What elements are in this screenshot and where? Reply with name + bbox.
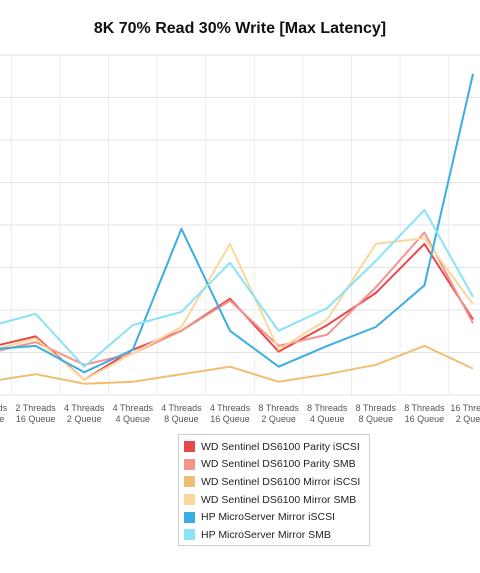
legend-item: WD Sentinel DS6100 Parity iSCSI bbox=[184, 438, 369, 456]
legend-item: WD Sentinel DS6100 Parity SMB bbox=[184, 456, 369, 474]
series-line-3 bbox=[0, 344, 474, 385]
legend: WD Sentinel DS6100 Parity iSCSI WD Sentin… bbox=[178, 434, 370, 546]
chart-title: 8K 70% Read 30% Write [Max Latency] bbox=[93, 20, 387, 37]
x-tick-label: 8 Threads 8 Queue bbox=[356, 403, 397, 424]
legend-swatch bbox=[184, 511, 195, 523]
x-tick-label: 4 Threads 16 Queue bbox=[210, 403, 251, 424]
series-line-2 bbox=[0, 231, 474, 366]
x-tick-label: 2 Threads 16 Queue bbox=[15, 403, 56, 424]
legend-swatch bbox=[184, 476, 195, 488]
x-tick-label: 8 Threads 16 Queue bbox=[404, 403, 445, 424]
legend-label: WD Sentinel DS6100 Mirror iSCSI bbox=[201, 475, 361, 488]
series-line-6 bbox=[0, 208, 474, 368]
legend-label: WD Sentinel DS6100 Parity iSCSI bbox=[201, 440, 360, 453]
x-tick-label: 8 Threads 4 Queue bbox=[307, 403, 348, 424]
legend-label: HP MicroServer Mirror SMB bbox=[201, 528, 331, 541]
legend-swatch bbox=[184, 494, 195, 506]
series-line-5 bbox=[0, 73, 474, 374]
legend-label: WD Sentinel DS6100 Mirror SMB bbox=[201, 493, 357, 506]
legend-item: WD Sentinel DS6100 Mirror SMB bbox=[184, 491, 369, 509]
legend-item: HP MicroServer Mirror iSCSI bbox=[184, 508, 369, 526]
legend-label: HP MicroServer Mirror iSCSI bbox=[201, 511, 335, 524]
x-tick-label: 4 Threads 4 Queue bbox=[113, 403, 154, 424]
x-tick-label: 4 Threads 8 Queue bbox=[161, 403, 202, 424]
legend-swatch bbox=[184, 458, 195, 470]
series-lines bbox=[0, 73, 474, 385]
legend-swatch bbox=[184, 441, 195, 453]
gridlines bbox=[0, 54, 480, 396]
legend-swatch bbox=[184, 529, 195, 541]
x-tick-label: 8 Threads 2 Queue bbox=[258, 403, 299, 424]
x-tick-label: 4 Threads 2 Queue bbox=[64, 403, 105, 424]
legend-label: WD Sentinel DS6100 Parity SMB bbox=[201, 458, 356, 471]
legend-item: HP MicroServer Mirror SMB bbox=[184, 526, 369, 544]
series-line-4 bbox=[0, 237, 474, 381]
legend-item: WD Sentinel DS6100 Mirror iSCSI bbox=[184, 473, 369, 491]
